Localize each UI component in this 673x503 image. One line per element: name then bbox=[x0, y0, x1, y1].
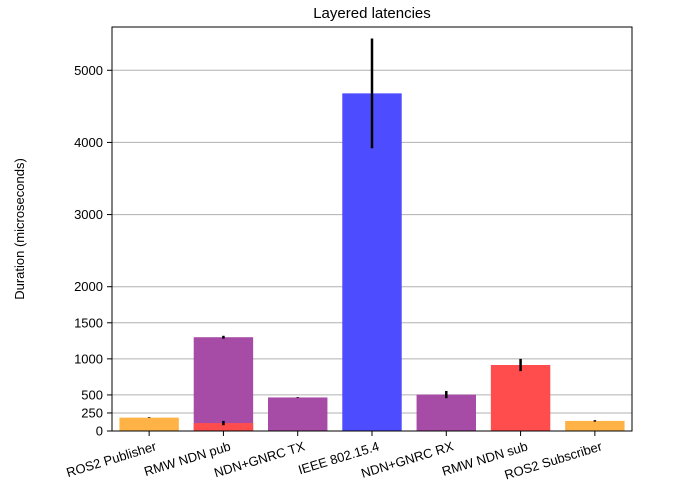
y-tick-label: 250 bbox=[81, 405, 103, 420]
y-tick-label: 2000 bbox=[74, 279, 103, 294]
bar bbox=[342, 93, 402, 431]
error-bars bbox=[147, 38, 597, 426]
y-tick-label: 4000 bbox=[74, 135, 103, 150]
chart-title: Layered latencies bbox=[313, 5, 431, 22]
bar bbox=[416, 394, 476, 431]
y-tick-label: 0 bbox=[96, 424, 103, 439]
y-tick-label: 5000 bbox=[74, 63, 103, 78]
y-axis-ticks: 0 250 500 1000 1500 2000 3000 4000 5000 bbox=[74, 63, 112, 439]
bar bbox=[193, 423, 254, 431]
bar bbox=[490, 364, 551, 431]
y-tick-label: 500 bbox=[81, 387, 103, 402]
y-tick-label: 1000 bbox=[74, 351, 103, 366]
bars bbox=[119, 93, 625, 431]
bar bbox=[119, 417, 179, 431]
y-tick-label: 1500 bbox=[74, 315, 103, 330]
y-tick-label: 3000 bbox=[74, 207, 103, 222]
y-axis-label: Duration (microseconds) bbox=[12, 158, 27, 300]
bar bbox=[565, 420, 625, 431]
bar bbox=[268, 397, 328, 431]
bar bbox=[193, 337, 254, 431]
